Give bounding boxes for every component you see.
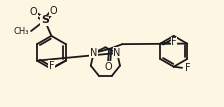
- Text: N: N: [113, 48, 121, 58]
- Text: N: N: [90, 48, 97, 58]
- Text: O: O: [49, 6, 57, 16]
- Text: O: O: [30, 7, 37, 17]
- Text: CH₃: CH₃: [14, 27, 29, 36]
- Text: S: S: [41, 15, 49, 25]
- Text: F: F: [49, 61, 54, 71]
- Text: F: F: [171, 37, 177, 48]
- Text: F: F: [185, 63, 190, 73]
- Text: O: O: [104, 62, 112, 72]
